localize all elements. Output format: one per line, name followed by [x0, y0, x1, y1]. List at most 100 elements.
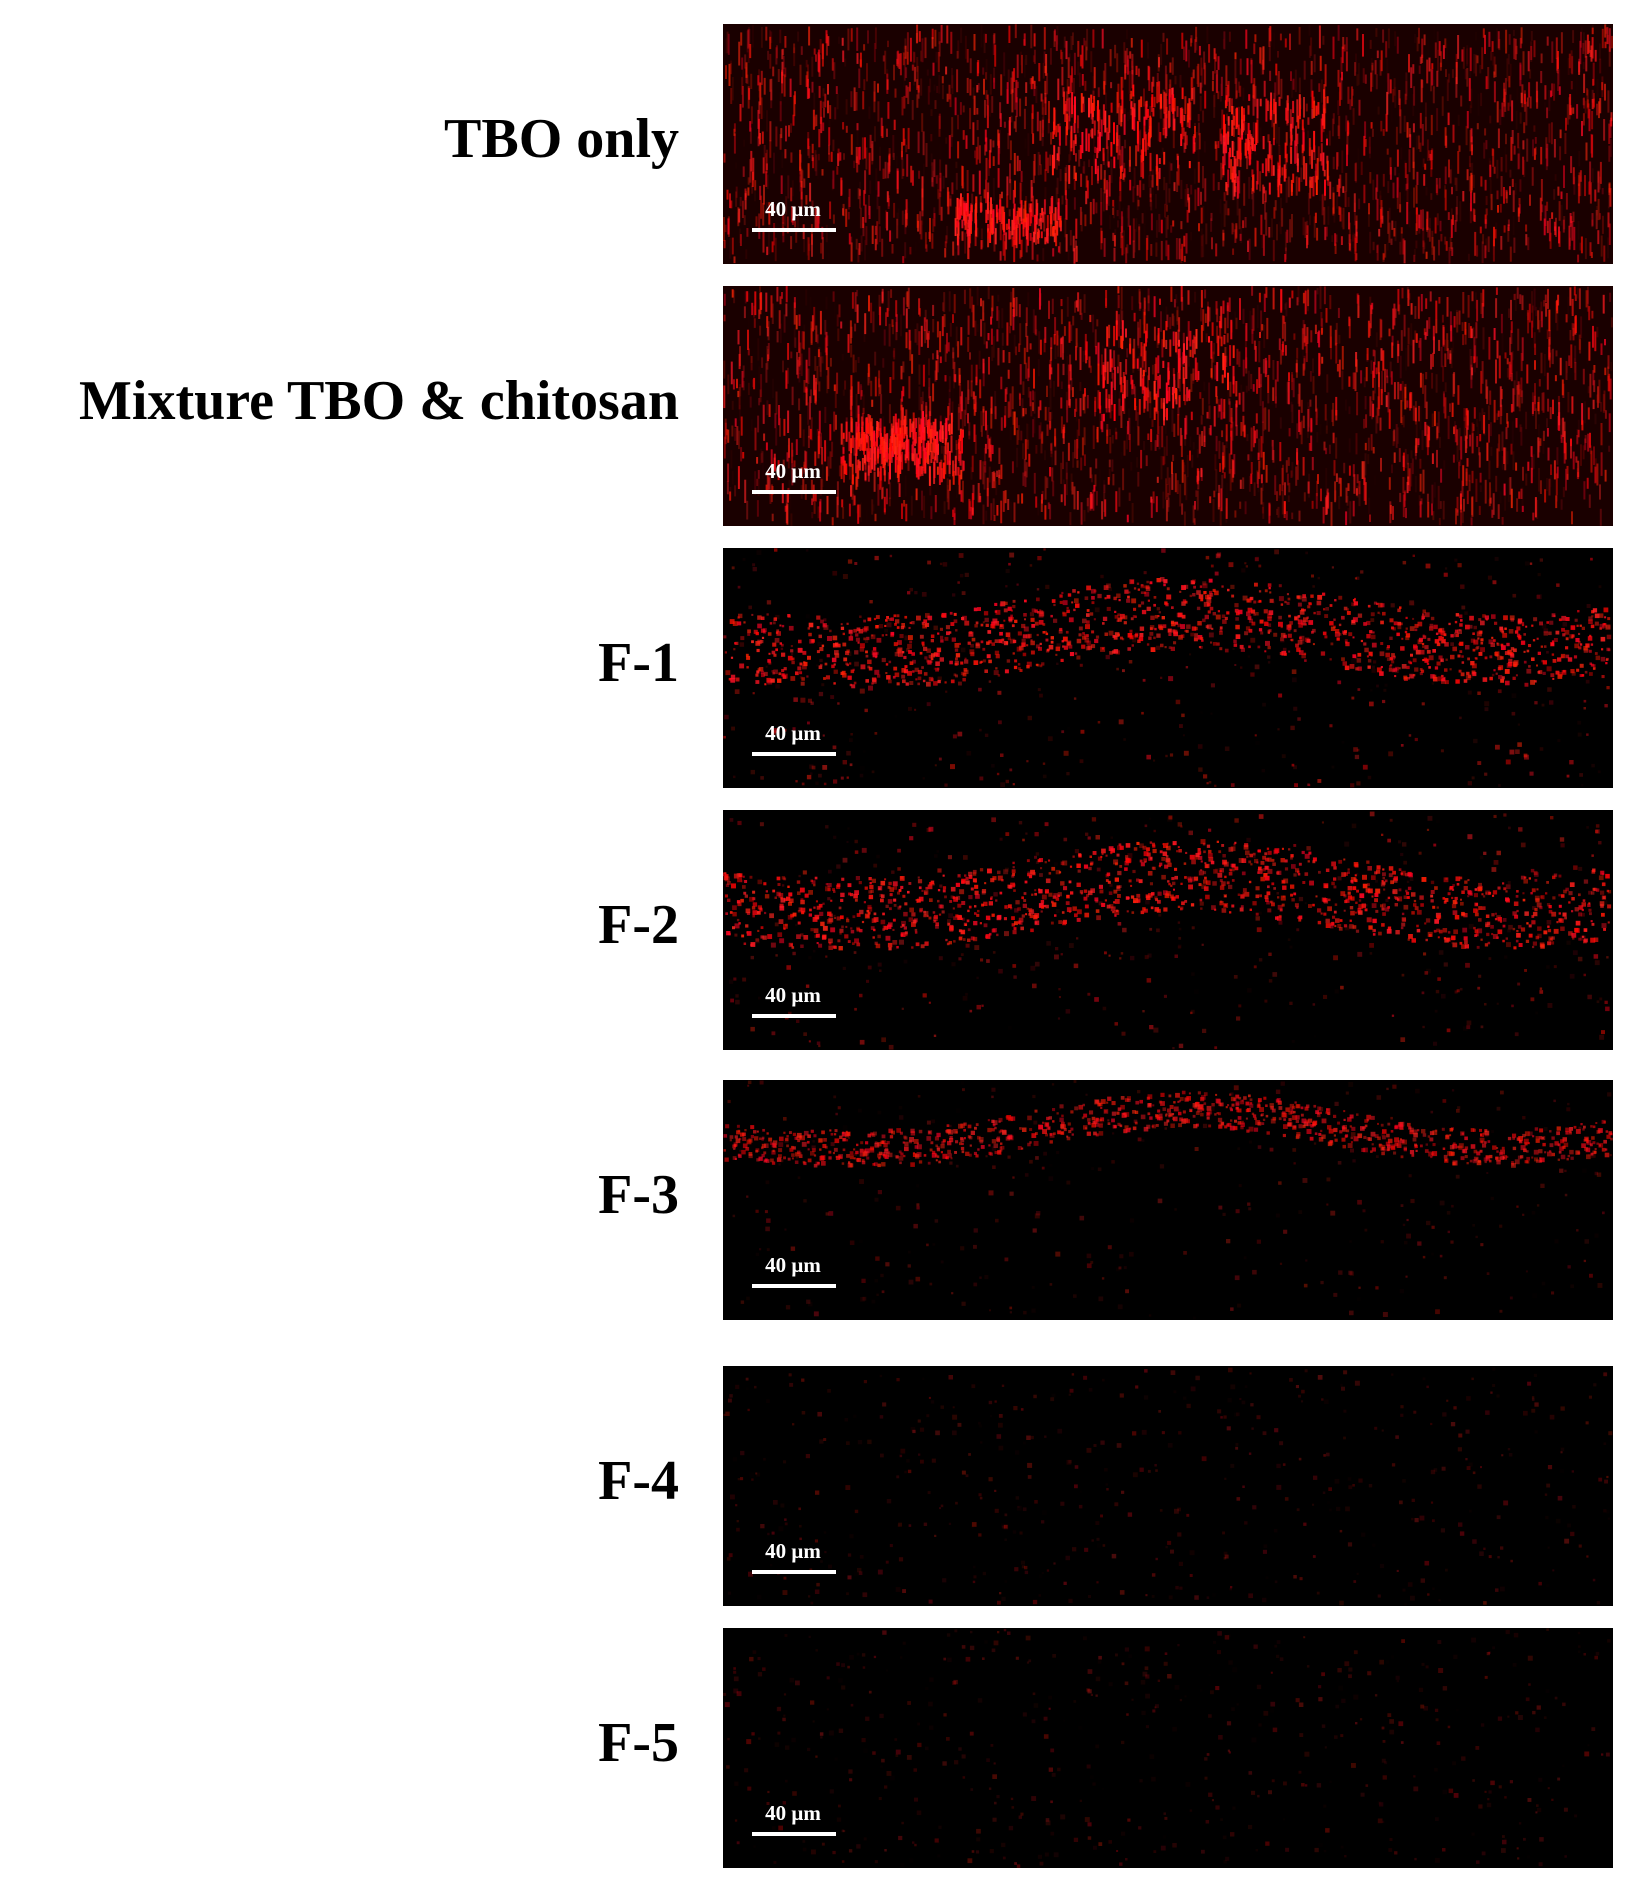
speck: [1474, 345, 1477, 363]
speck: [1165, 98, 1168, 108]
speck: [967, 219, 970, 228]
speck: [894, 454, 897, 473]
speck: [1031, 104, 1034, 119]
speck: [1554, 226, 1557, 236]
speck: [1027, 292, 1030, 307]
speck: [989, 210, 992, 233]
speck: [950, 435, 953, 453]
speck: [997, 310, 1000, 329]
speck: [876, 421, 879, 438]
speck: [1192, 335, 1195, 344]
speck: [877, 83, 879, 93]
speck: [1422, 227, 1425, 247]
speck: [824, 440, 827, 462]
speck: [1111, 372, 1114, 388]
speck: [1338, 206, 1341, 215]
speck: [1103, 484, 1106, 493]
speck: [1202, 205, 1205, 223]
speck: [909, 246, 912, 255]
speck: [762, 404, 765, 424]
speck: [1162, 491, 1165, 509]
speck: [912, 51, 915, 70]
speck: [1325, 226, 1328, 237]
speck: [1389, 157, 1392, 175]
speck: [1015, 79, 1018, 103]
speck: [1256, 160, 1258, 171]
speck: [1013, 121, 1016, 129]
speck: [1061, 203, 1063, 213]
speck: [1529, 69, 1532, 79]
speck: [1033, 81, 1036, 89]
speck: [747, 43, 750, 63]
speck: [1360, 370, 1363, 384]
speck: [880, 394, 883, 414]
speck: [1412, 161, 1415, 180]
speck: [872, 311, 875, 333]
speck: [1473, 192, 1476, 204]
speck: [1226, 302, 1229, 312]
speck: [855, 453, 857, 474]
speck: [1493, 81, 1496, 103]
speck: [1201, 431, 1204, 447]
speck: [1430, 354, 1433, 370]
speck: [1089, 467, 1092, 479]
speck: [1285, 302, 1288, 317]
speck: [1230, 319, 1233, 340]
speck: [1250, 373, 1253, 389]
speck: [1259, 127, 1262, 142]
speck: [1443, 393, 1445, 414]
speck: [777, 69, 780, 82]
speck: [868, 205, 871, 219]
speck: [1286, 229, 1289, 243]
speck: [1371, 65, 1374, 87]
speck: [1050, 367, 1053, 375]
speck: [1589, 242, 1592, 256]
speck: [1014, 24, 1017, 39]
speck: [1459, 493, 1462, 510]
speck: [1073, 78, 1075, 94]
speck: [908, 82, 911, 92]
speck: [1272, 387, 1275, 401]
speck: [1200, 467, 1203, 478]
speck: [808, 425, 811, 438]
speck: [1131, 54, 1134, 76]
speck: [972, 174, 975, 192]
speck: [1454, 177, 1457, 186]
speck: [995, 480, 998, 496]
speck: [1569, 213, 1572, 227]
speck: [841, 354, 844, 361]
speck: [1553, 189, 1556, 200]
speck: [1233, 141, 1235, 151]
speck: [1330, 501, 1333, 526]
speck: [1430, 150, 1433, 170]
speck: [1337, 100, 1340, 116]
speck: [1200, 228, 1203, 247]
speck: [1054, 428, 1057, 446]
speck: [1382, 173, 1385, 187]
speck: [987, 286, 990, 300]
speck: [935, 175, 938, 184]
speck: [1012, 315, 1015, 331]
speck: [1354, 62, 1357, 76]
speck: [1227, 372, 1229, 391]
speck: [1227, 169, 1230, 188]
speck: [799, 414, 802, 438]
speck: [813, 92, 816, 112]
speck: [1256, 304, 1259, 328]
speck: [1149, 391, 1152, 404]
speck: [1557, 56, 1559, 74]
speck: [1170, 163, 1173, 171]
speck: [1321, 194, 1324, 216]
speck: [1589, 373, 1592, 398]
speck: [766, 149, 768, 174]
speck: [1091, 493, 1093, 509]
speck: [906, 32, 909, 52]
speck: [793, 43, 796, 54]
speck: [1569, 287, 1572, 306]
speck: [1251, 286, 1254, 296]
speck: [1374, 475, 1376, 485]
speck: [955, 206, 958, 228]
speck: [1436, 449, 1438, 468]
speck: [1450, 242, 1453, 249]
speck: [1278, 96, 1281, 107]
